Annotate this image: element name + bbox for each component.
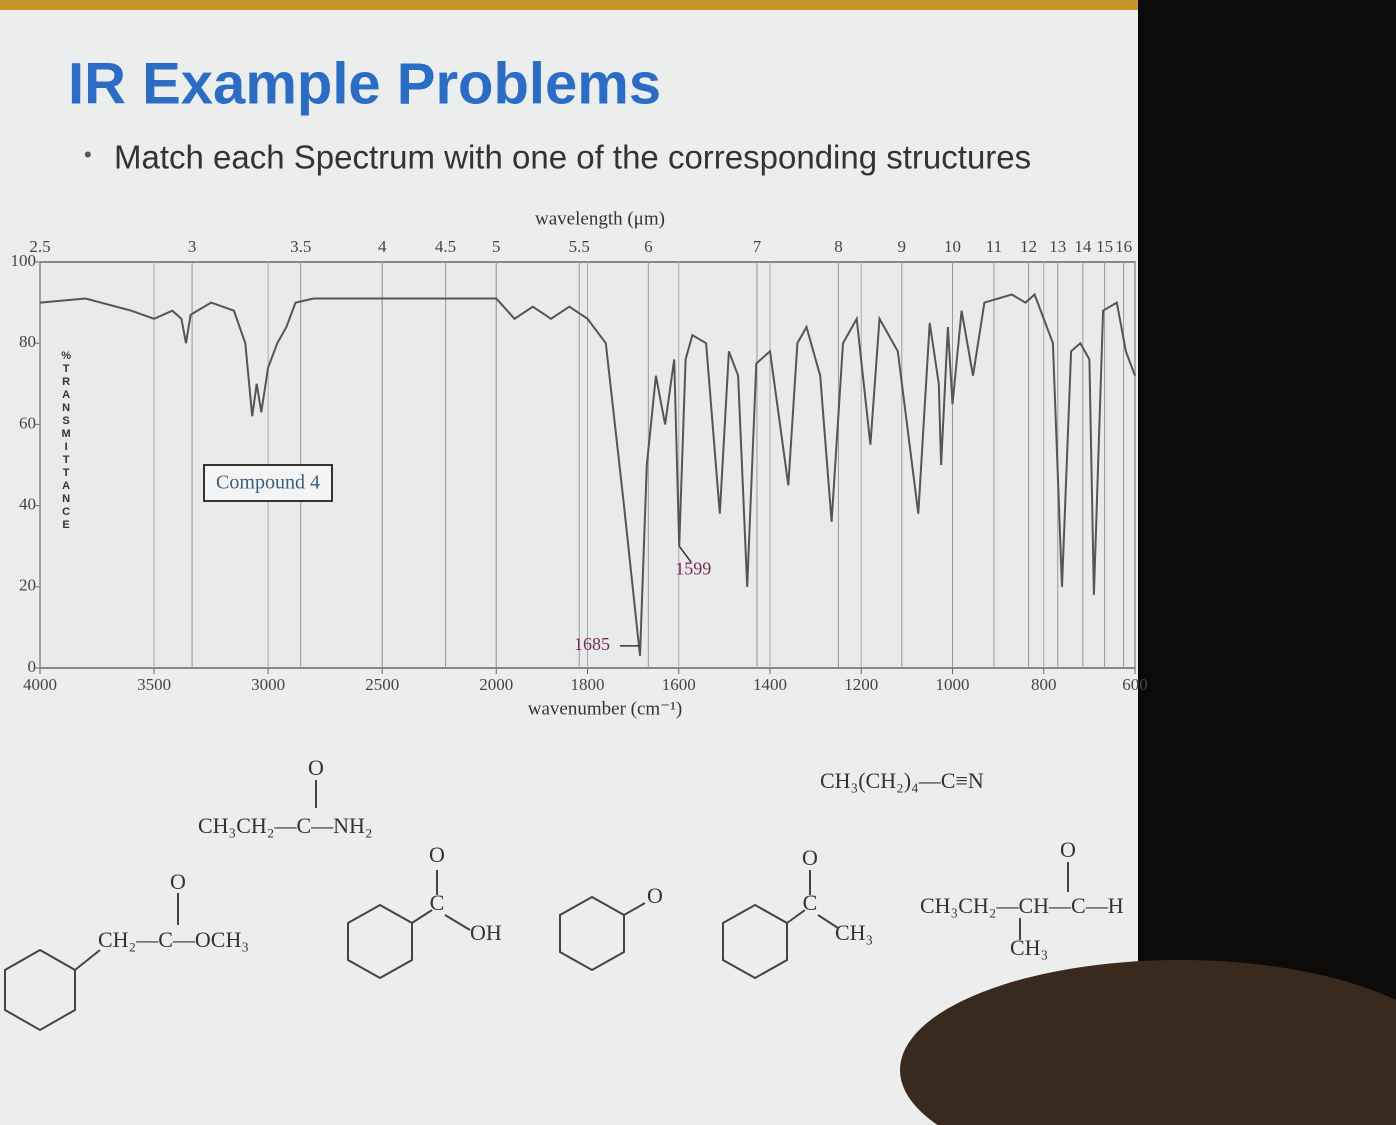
x2-tick-label: 15 xyxy=(1096,237,1113,256)
x2-tick-label: 10 xyxy=(944,237,961,256)
bond xyxy=(411,909,433,924)
x2-tick-label: 2.5 xyxy=(29,237,50,256)
bullet-text: Match each Spectrum with one of the corr… xyxy=(114,139,1031,176)
y-tick-label: 60 xyxy=(19,413,36,432)
chem-label: O xyxy=(1060,837,1076,862)
slide-top-bar xyxy=(0,0,1138,10)
x2-tick-label: 5.5 xyxy=(569,237,590,256)
x-tick-label: 1000 xyxy=(936,675,970,694)
structures: OCH₃CH₂—C—NH₂CH₃(CH₂)₄—C≡NOCH₂—C—OCH₃OCO… xyxy=(4,755,1124,1032)
chart: 0 20 40 60 80 100 4000 3500 3000 2500 2000 1800 1600… xyxy=(11,208,1148,719)
x-axis-title: wavenumber (cm⁻¹) xyxy=(528,698,682,719)
x-tick-label: 2500 xyxy=(365,675,399,694)
chem-label: CH₃CH₂—CH—C—H xyxy=(920,893,1124,918)
y-tick-label: 100 xyxy=(11,251,37,270)
chem-label: CH₃(CH₂)₄—C≡N xyxy=(820,768,984,793)
x-tick-label: 2000 xyxy=(479,675,513,694)
x-tick-label: 4000 xyxy=(23,675,57,694)
x2-tick-label: 3.5 xyxy=(290,237,311,256)
x2-tick-label: 14 xyxy=(1074,237,1092,256)
bond xyxy=(74,949,101,971)
bond xyxy=(623,902,646,916)
chem-label: C xyxy=(430,890,445,915)
x2-tick-label: 7 xyxy=(753,237,762,256)
y-axis-title: %TRANSMITTANCE xyxy=(60,350,72,532)
x2-axis-title: wavelength (μm) xyxy=(535,208,665,229)
x-tick-label: 1200 xyxy=(844,675,878,694)
x2-tick-label: 6 xyxy=(644,237,653,256)
bond xyxy=(786,909,806,924)
y-tick-label: 20 xyxy=(19,576,36,595)
x2-tick-label: 4.5 xyxy=(435,237,456,256)
chem-label: OH xyxy=(470,920,502,945)
chem-label: O xyxy=(429,842,445,867)
y-tick-label: 40 xyxy=(19,495,36,514)
inset-box xyxy=(203,464,333,502)
bond xyxy=(444,914,471,931)
x2-tick-label: 5 xyxy=(492,237,501,256)
annotation-label: 1599 xyxy=(675,558,711,578)
x-tick-label: 1800 xyxy=(571,675,605,694)
chem-label: O xyxy=(647,883,663,908)
bullet-dot: • xyxy=(84,142,92,167)
x-tick-label: 1600 xyxy=(662,675,696,694)
x-tick-label: 1400 xyxy=(753,675,787,694)
hair-occlusion xyxy=(900,960,1396,1125)
x-tick-label: 3000 xyxy=(251,675,285,694)
y-tick-label: 0 xyxy=(28,657,37,676)
x2-tick-label: 16 xyxy=(1115,237,1132,256)
y-tick-label: 80 xyxy=(19,332,36,351)
x2-tick-label: 13 xyxy=(1049,237,1066,256)
inset-label: Compound 4 xyxy=(216,472,320,494)
x2-tick-label: 3 xyxy=(188,237,197,256)
chem-label: O xyxy=(802,845,818,870)
chem-label: CH₃CH₂—C—NH₂ xyxy=(198,813,373,838)
x-tick-label: 3500 xyxy=(137,675,171,694)
x-tick-label: 800 xyxy=(1031,675,1057,694)
x2-tick-label: 11 xyxy=(986,237,1002,256)
annotation-label: 1685 xyxy=(574,634,610,654)
slide-title: IR Example Problems xyxy=(68,51,661,116)
chem-label: CH₃ xyxy=(1010,935,1048,960)
chem-label: O xyxy=(170,869,186,894)
spectrum-line xyxy=(39,292,1136,656)
chem-label: CH₃ xyxy=(835,920,873,945)
annotation-leader xyxy=(678,545,692,563)
x2-tick-label: 4 xyxy=(378,237,387,256)
chem-label: CH₂—C—OCH₃ xyxy=(98,927,249,952)
chem-label: C xyxy=(803,890,818,915)
x2-tick-label: 12 xyxy=(1020,237,1037,256)
chem-label: O xyxy=(308,755,324,780)
x-tick-label: 600 xyxy=(1122,675,1148,694)
x2-tick-label: 8 xyxy=(834,237,843,256)
bond xyxy=(817,914,839,929)
x2-tick-label: 9 xyxy=(898,237,907,256)
